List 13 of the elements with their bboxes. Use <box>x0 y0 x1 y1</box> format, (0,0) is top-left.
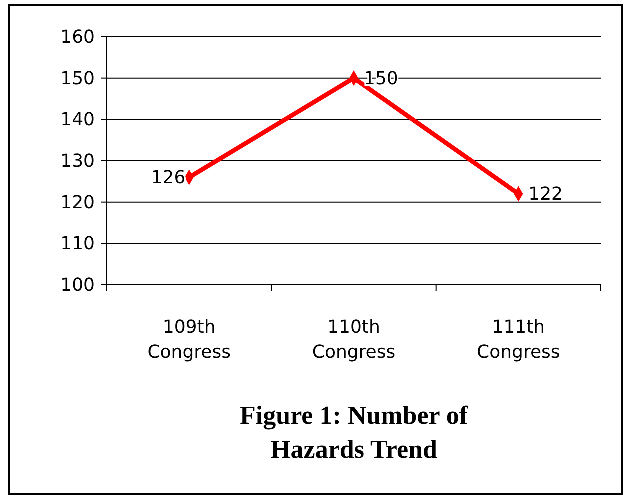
text: Figure 1: Number of Hazards Trend <box>240 401 468 464</box>
y-tick-label: 110 <box>60 234 95 255</box>
data-label: 122 <box>528 184 564 206</box>
y-tick-label: 140 <box>60 110 95 131</box>
data-label: 126 <box>151 168 186 189</box>
x-tick-label: 109th Congress <box>148 317 231 363</box>
y-tick-label: 100 <box>60 275 95 296</box>
x-tick-label: 111th Congress <box>477 317 560 363</box>
y-tick-label: 160 <box>60 27 95 48</box>
x-tick-label: 110th Congress <box>312 317 396 363</box>
y-tick-label: 130 <box>60 151 95 172</box>
y-tick-label: 150 <box>60 68 95 90</box>
y-tick-label: 120 <box>60 192 95 214</box>
